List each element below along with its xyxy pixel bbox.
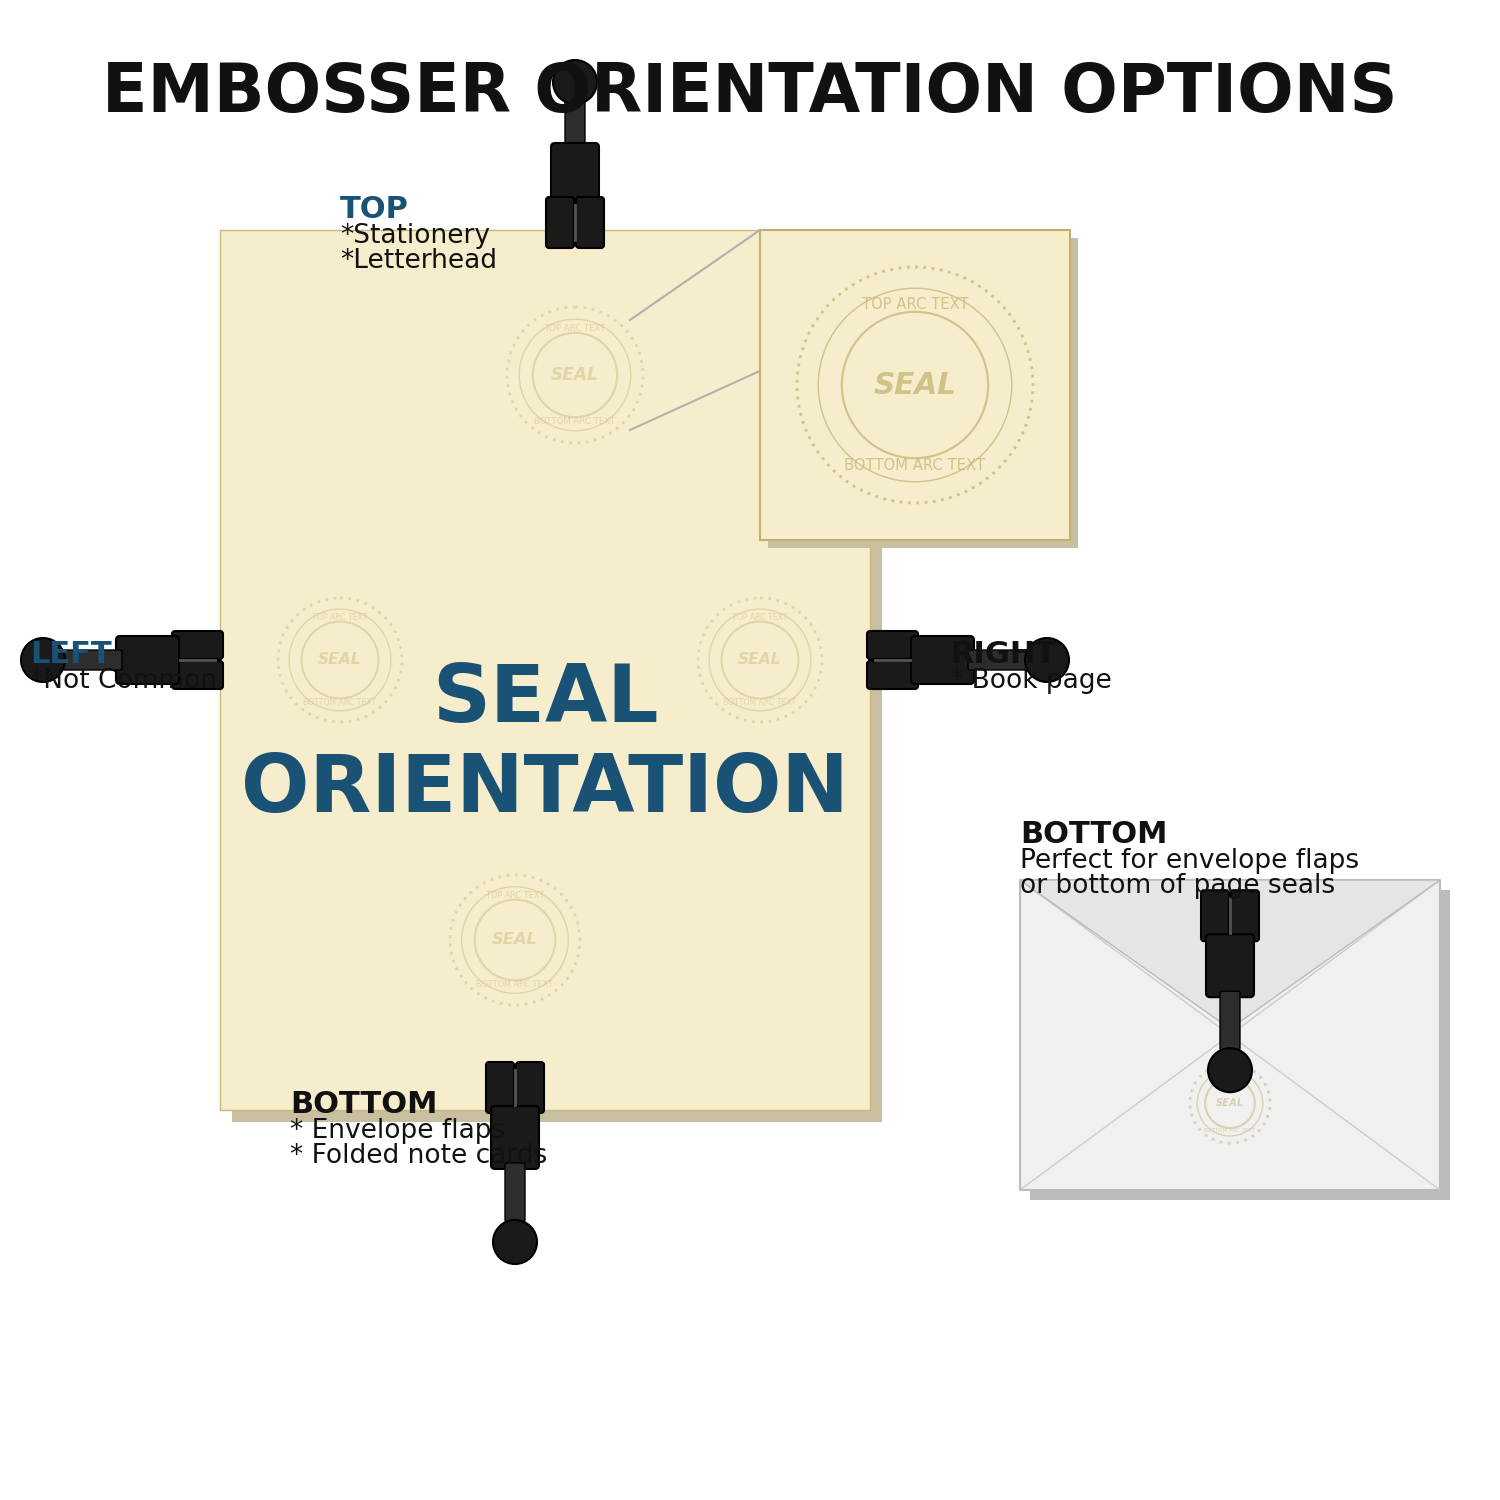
Text: EMBOSSER ORIENTATION OPTIONS: EMBOSSER ORIENTATION OPTIONS bbox=[102, 60, 1398, 126]
FancyBboxPatch shape bbox=[516, 1062, 544, 1113]
Circle shape bbox=[21, 638, 64, 682]
FancyBboxPatch shape bbox=[1206, 934, 1254, 998]
Text: RIGHT: RIGHT bbox=[950, 640, 1056, 669]
Text: BOTTOM ARC TEXT: BOTTOM ARC TEXT bbox=[1204, 1128, 1255, 1132]
Text: SEAL: SEAL bbox=[432, 662, 658, 740]
Text: BOTTOM ARC TEXT: BOTTOM ARC TEXT bbox=[477, 980, 554, 988]
FancyBboxPatch shape bbox=[63, 650, 122, 670]
FancyBboxPatch shape bbox=[1202, 890, 1228, 940]
FancyBboxPatch shape bbox=[910, 636, 974, 684]
Circle shape bbox=[554, 60, 597, 104]
FancyBboxPatch shape bbox=[576, 196, 604, 248]
FancyBboxPatch shape bbox=[1020, 880, 1440, 1190]
Text: BOTTOM ARC TEXT: BOTTOM ARC TEXT bbox=[723, 698, 797, 706]
FancyBboxPatch shape bbox=[486, 1062, 514, 1113]
Text: BOTTOM: BOTTOM bbox=[290, 1090, 438, 1119]
FancyBboxPatch shape bbox=[1232, 890, 1258, 940]
FancyBboxPatch shape bbox=[768, 238, 1078, 548]
Text: TOP ARC TEXT: TOP ARC TEXT bbox=[732, 614, 788, 622]
Text: TOP ARC TEXT: TOP ARC TEXT bbox=[861, 297, 969, 312]
Text: SEAL: SEAL bbox=[550, 366, 598, 384]
FancyBboxPatch shape bbox=[220, 230, 870, 1110]
Text: TOP ARC TEXT: TOP ARC TEXT bbox=[312, 614, 368, 622]
Text: SEAL: SEAL bbox=[318, 652, 362, 668]
Text: ORIENTATION: ORIENTATION bbox=[242, 752, 849, 830]
FancyBboxPatch shape bbox=[232, 242, 882, 1122]
Text: *Not Common: *Not Common bbox=[30, 668, 217, 694]
Text: * Book page: * Book page bbox=[950, 668, 1112, 694]
FancyBboxPatch shape bbox=[172, 632, 224, 658]
Text: BOTTOM: BOTTOM bbox=[1020, 821, 1167, 849]
FancyBboxPatch shape bbox=[550, 142, 598, 206]
Text: TOP ARC TEXT: TOP ARC TEXT bbox=[1210, 1074, 1249, 1078]
Text: LEFT: LEFT bbox=[30, 640, 111, 669]
Circle shape bbox=[1024, 638, 1069, 682]
Circle shape bbox=[494, 1220, 537, 1264]
Text: BOTTOM ARC TEXT: BOTTOM ARC TEXT bbox=[303, 698, 376, 706]
Text: TOP ARC TEXT: TOP ARC TEXT bbox=[544, 324, 606, 333]
FancyBboxPatch shape bbox=[490, 1106, 538, 1168]
Text: Perfect for envelope flaps: Perfect for envelope flaps bbox=[1020, 847, 1359, 874]
Polygon shape bbox=[1020, 880, 1440, 1029]
Text: *Letterhead: *Letterhead bbox=[340, 248, 496, 274]
FancyBboxPatch shape bbox=[116, 636, 178, 684]
Text: SEAL: SEAL bbox=[873, 370, 957, 399]
Text: SEAL: SEAL bbox=[1216, 1098, 1243, 1108]
FancyBboxPatch shape bbox=[546, 196, 574, 248]
Circle shape bbox=[1208, 1048, 1252, 1092]
Text: TOP ARC TEXT: TOP ARC TEXT bbox=[486, 891, 544, 900]
Text: * Folded note cards: * Folded note cards bbox=[290, 1143, 548, 1168]
Text: *Stationery: *Stationery bbox=[340, 224, 490, 249]
FancyBboxPatch shape bbox=[1220, 992, 1240, 1050]
Text: or bottom of page seals: or bottom of page seals bbox=[1020, 873, 1335, 898]
FancyBboxPatch shape bbox=[1030, 890, 1450, 1200]
FancyBboxPatch shape bbox=[172, 662, 224, 688]
FancyBboxPatch shape bbox=[867, 662, 918, 688]
FancyBboxPatch shape bbox=[760, 230, 1070, 540]
Text: BOTTOM ARC TEXT: BOTTOM ARC TEXT bbox=[534, 417, 615, 426]
Text: TOP: TOP bbox=[340, 195, 410, 223]
Text: SEAL: SEAL bbox=[492, 933, 538, 948]
Text: * Envelope flaps: * Envelope flaps bbox=[290, 1118, 506, 1144]
FancyBboxPatch shape bbox=[506, 1162, 525, 1222]
FancyBboxPatch shape bbox=[968, 650, 1028, 670]
Text: SEAL: SEAL bbox=[738, 652, 782, 668]
Text: BOTTOM ARC TEXT: BOTTOM ARC TEXT bbox=[844, 458, 986, 472]
FancyBboxPatch shape bbox=[867, 632, 918, 658]
FancyBboxPatch shape bbox=[566, 98, 585, 158]
